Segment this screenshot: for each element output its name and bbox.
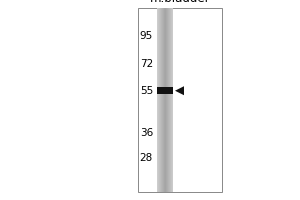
Bar [138,8,222,192]
Text: m.bladder: m.bladder [150,0,210,5]
Bar [167,8,168,192]
Bar [168,8,169,192]
Text: 36: 36 [140,128,153,138]
Text: 72: 72 [140,59,153,69]
Bar [160,8,161,192]
Bar [157,87,173,94]
Bar [171,8,172,192]
Text: 28: 28 [140,153,153,163]
Bar [161,8,162,192]
Bar [158,8,159,192]
Bar [165,8,166,192]
Bar [170,8,171,192]
Bar [162,8,163,192]
Bar [166,8,167,192]
Text: 55: 55 [140,86,153,96]
Bar [164,8,165,192]
Bar [163,8,164,192]
Bar [159,8,160,192]
Text: 95: 95 [140,31,153,41]
Polygon shape [175,86,184,95]
Bar [157,8,158,192]
Bar [169,8,170,192]
Bar [172,8,173,192]
